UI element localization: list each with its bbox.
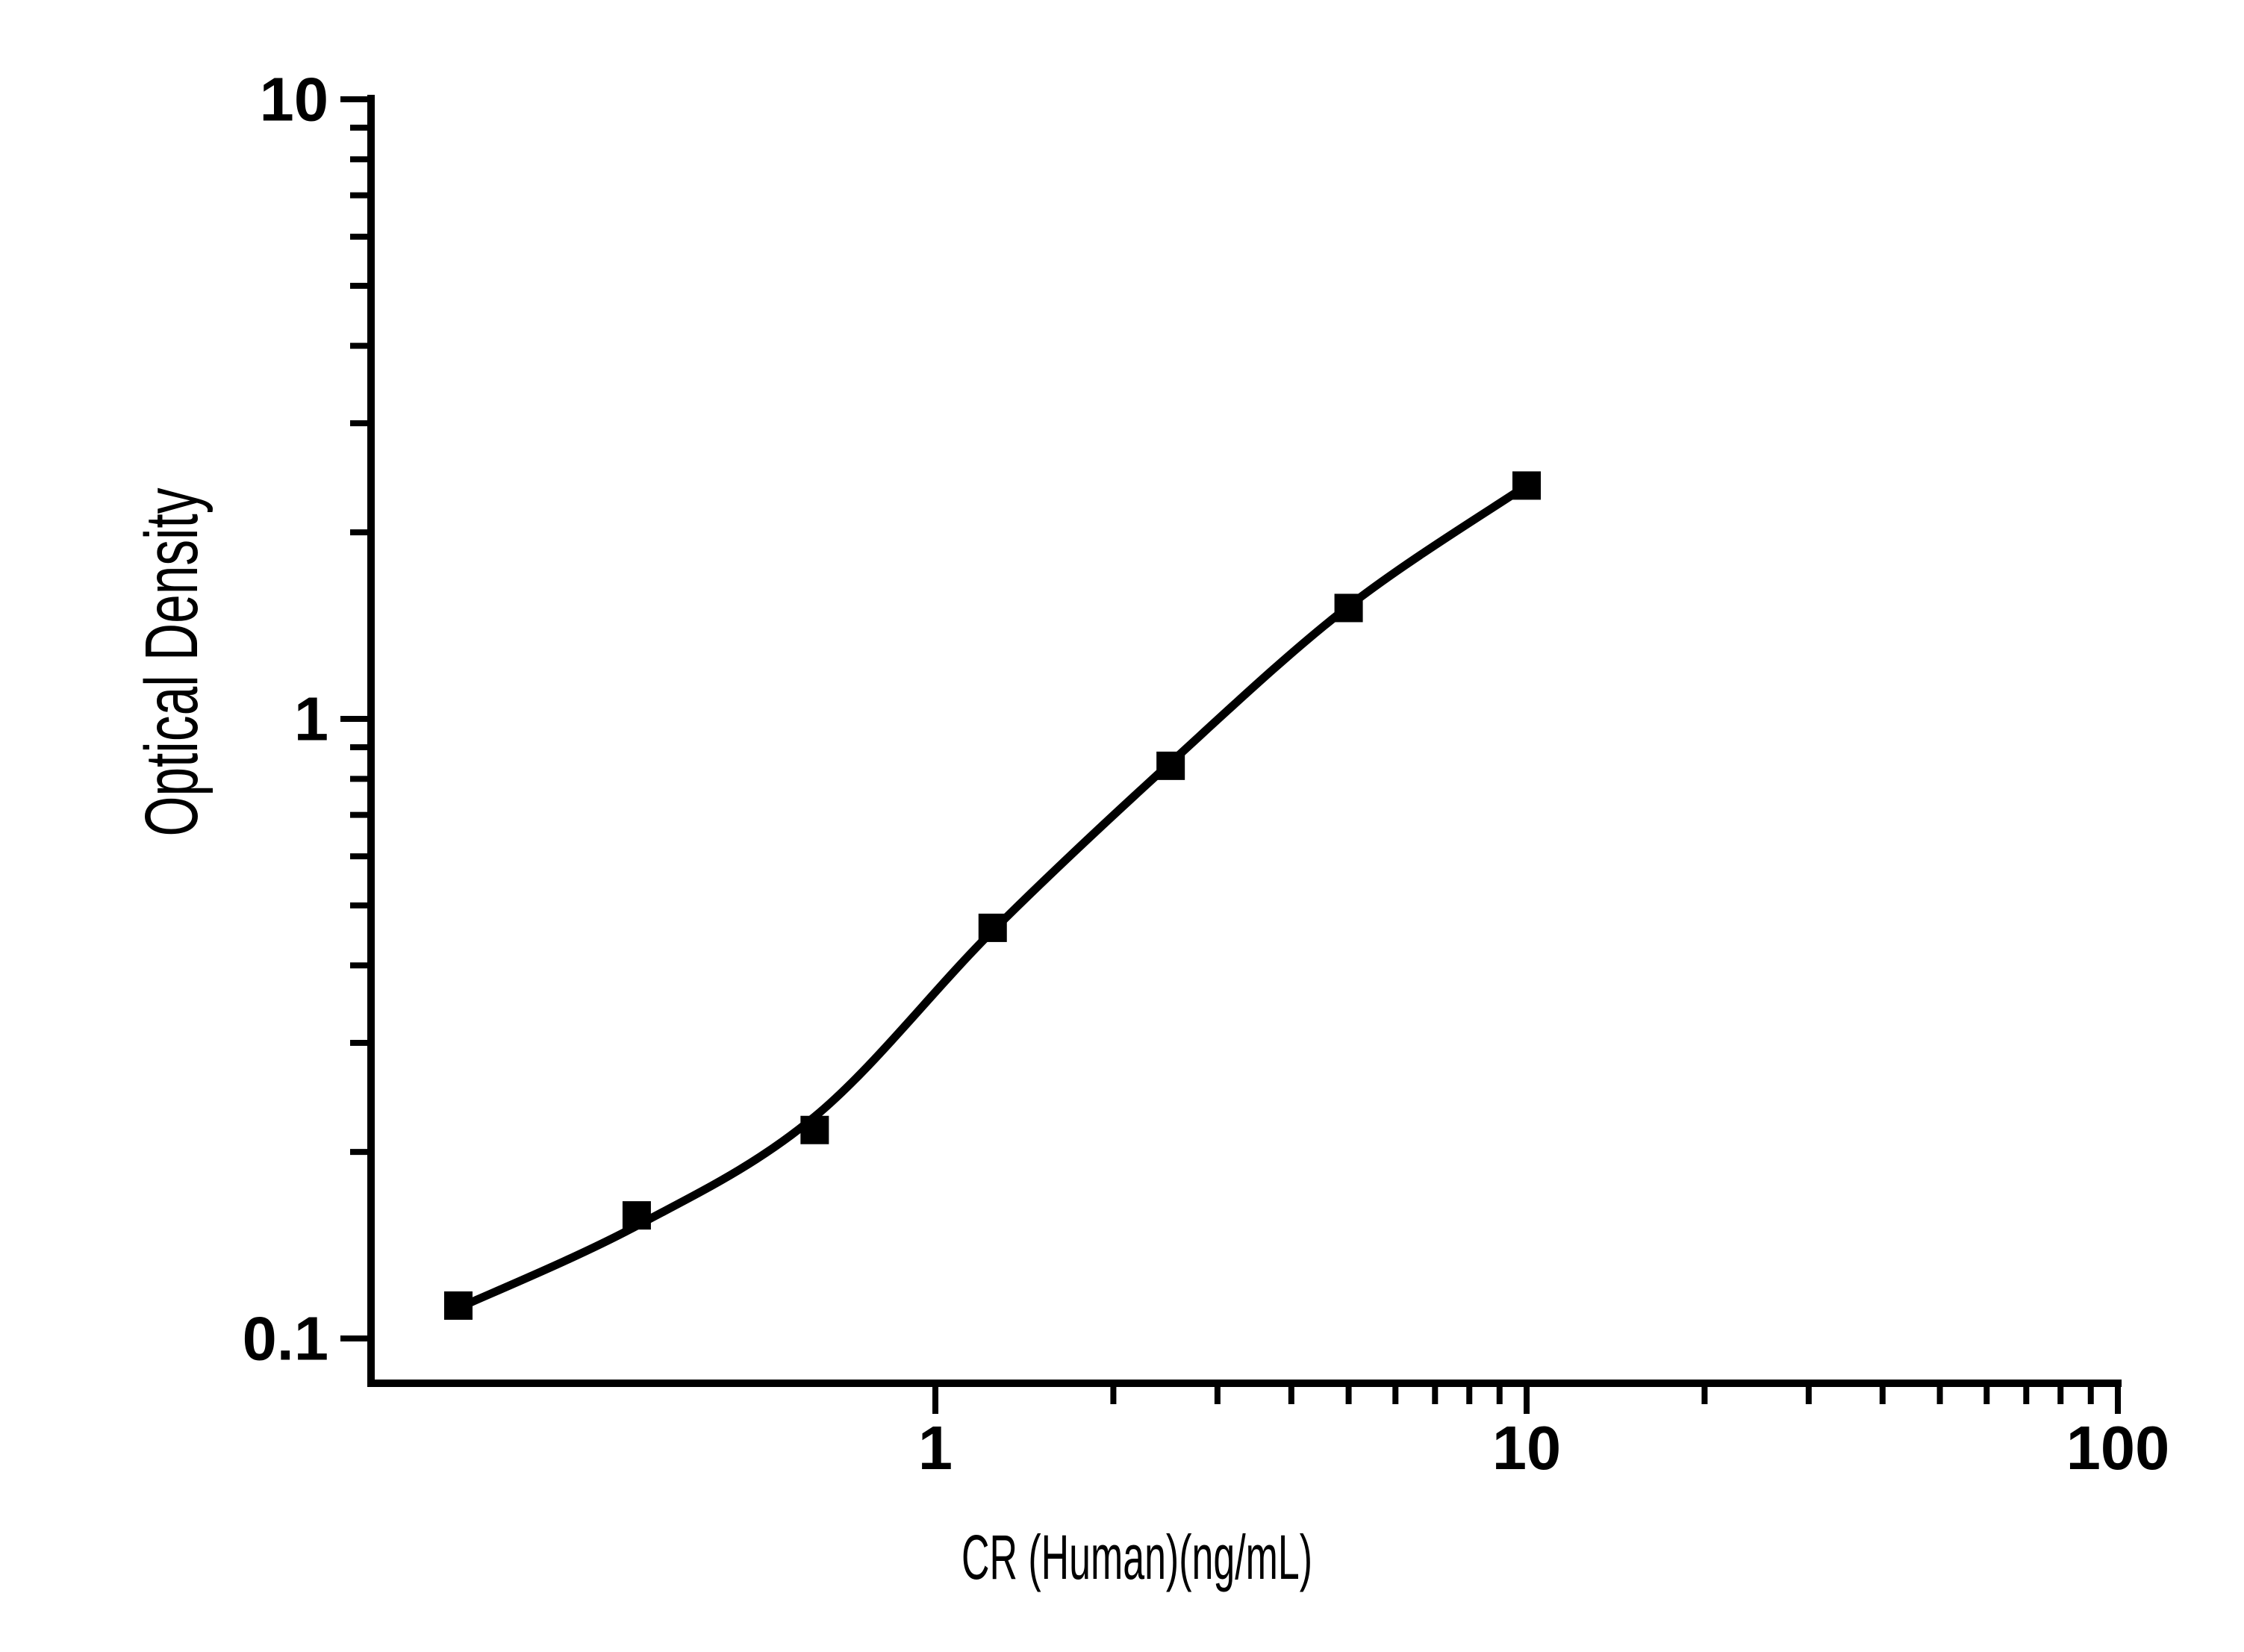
data-series xyxy=(443,471,1541,1320)
axis-tick-labels: 1 10 100 10 1 0.1 xyxy=(243,65,2170,1483)
y-tick-label-0.1: 0.1 xyxy=(243,1304,328,1374)
data-point-marker xyxy=(622,1201,651,1230)
fit-curve-line xyxy=(456,481,1530,1312)
y-tick-label-1: 1 xyxy=(294,685,328,754)
data-point-marker xyxy=(978,913,1007,942)
y-tick-label-10: 10 xyxy=(260,65,328,134)
data-point-marker xyxy=(800,1115,829,1144)
y-axis-title: Optical Density xyxy=(130,488,214,837)
data-point-marker xyxy=(443,1291,473,1320)
data-point-marker xyxy=(1156,751,1185,780)
axis-lines xyxy=(367,95,2122,1387)
data-point-marker xyxy=(1334,593,1363,623)
data-point-marker xyxy=(1512,471,1541,500)
x-tick-label-100: 100 xyxy=(2066,1413,2169,1483)
x-axis-title: CR (Human)(ng/mL) xyxy=(962,1522,1312,1592)
x-tick-label-1: 1 xyxy=(918,1413,953,1483)
x-tick-label-10: 10 xyxy=(1492,1413,1561,1483)
axis-ticks xyxy=(340,96,2121,1414)
